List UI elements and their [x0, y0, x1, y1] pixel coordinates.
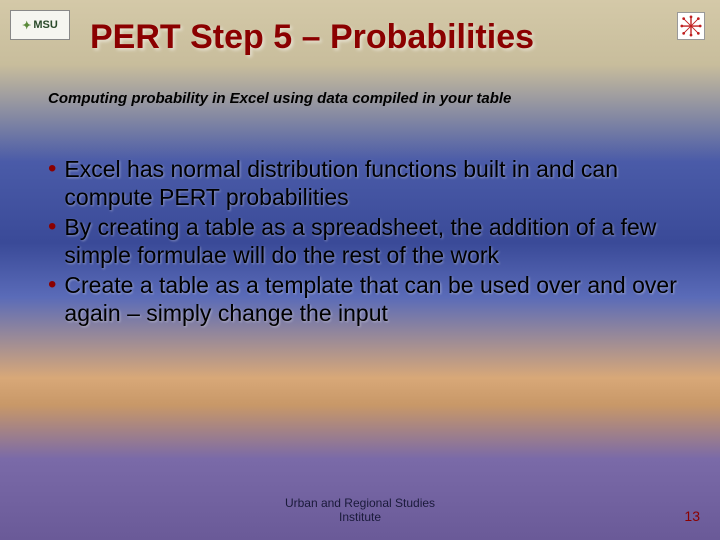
institute-logo	[677, 12, 705, 40]
footer-text: Urban and Regional StudiesInstitute	[0, 496, 720, 524]
msu-logo: ✦MSU	[10, 10, 70, 40]
bullet-icon: •	[48, 213, 56, 241]
bullet-item: • By creating a table as a spreadsheet, …	[48, 213, 680, 269]
bullet-item: • Create a table as a template that can …	[48, 271, 680, 327]
bullet-text: By creating a table as a spreadsheet, th…	[64, 213, 680, 269]
slide-title: PERT Step 5 – Probabilities	[90, 18, 534, 57]
bullet-icon: •	[48, 271, 56, 299]
bullet-text: Create a table as a template that can be…	[64, 271, 680, 327]
page-number: 13	[684, 508, 700, 524]
bullet-text: Excel has normal distribution functions …	[64, 155, 680, 211]
bullet-icon: •	[48, 155, 56, 183]
msu-logo-text: MSU	[33, 19, 57, 31]
leaf-icon: ✦	[22, 19, 31, 32]
bullet-list: • Excel has normal distribution function…	[48, 155, 680, 329]
slide-subtitle: Computing probability in Excel using dat…	[48, 90, 511, 107]
bullet-item: • Excel has normal distribution function…	[48, 155, 680, 211]
slide-container: ✦MSU PERT Step 5 – Probabilities Computi…	[0, 0, 720, 540]
